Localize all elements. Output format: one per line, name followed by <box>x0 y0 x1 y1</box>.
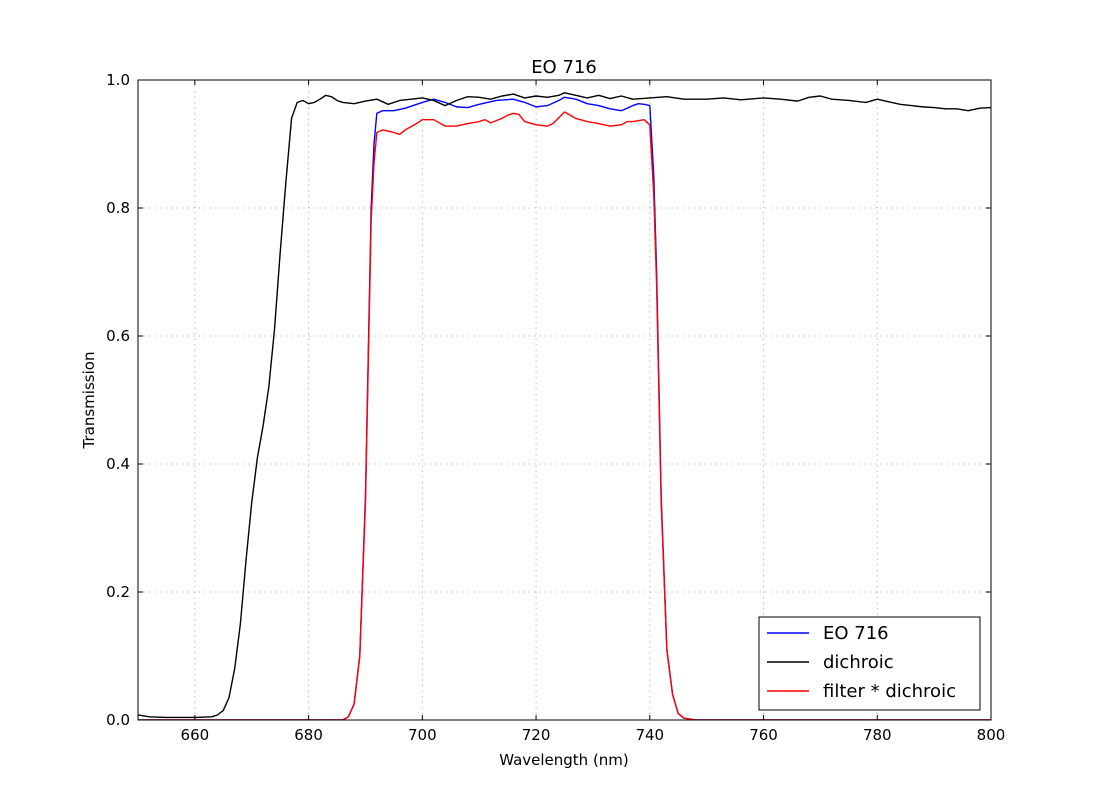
x-tick-label: 680 <box>294 726 323 744</box>
y-tick-label: 0.8 <box>106 199 130 217</box>
x-tick-label: 660 <box>181 726 210 744</box>
axis-ticks <box>138 79 992 721</box>
legend-label-eo-716: EO 716 <box>823 623 889 644</box>
grid-lines <box>138 80 991 720</box>
x-tick-label: 760 <box>749 726 778 744</box>
x-axis-label: Wavelength (nm) <box>499 751 629 769</box>
y-tick-label: 1.0 <box>106 71 130 89</box>
y-tick-label: 0.4 <box>106 455 130 473</box>
y-tick-label: 0.0 <box>106 711 130 729</box>
x-tick-label: 700 <box>408 726 437 744</box>
plot-area <box>138 92 991 720</box>
x-tick-label: 740 <box>635 726 664 744</box>
series-line-dichroic <box>138 92 991 719</box>
y-axis-label: Transmission <box>80 352 98 450</box>
chart-title: EO 716 <box>531 57 597 78</box>
x-tick-label: 780 <box>863 726 892 744</box>
series-line-filter-dichroic <box>138 111 991 720</box>
y-tick-label: 0.2 <box>106 583 130 601</box>
legend: EO 716 dichroic filter * dichroic <box>758 616 981 711</box>
x-tick-label: 720 <box>522 726 551 744</box>
x-tick-label: 800 <box>977 726 1006 744</box>
y-tick-label: 0.6 <box>106 327 130 345</box>
legend-label-dichroic: dichroic <box>823 652 894 673</box>
legend-label-filter-dichroic: filter * dichroic <box>823 681 956 702</box>
plot-frame <box>137 79 992 721</box>
tick-labels: 660 680 700 720 740 760 780 800 0.0 0.2 0.4 0.6 0.8 1… <box>106 71 1005 744</box>
